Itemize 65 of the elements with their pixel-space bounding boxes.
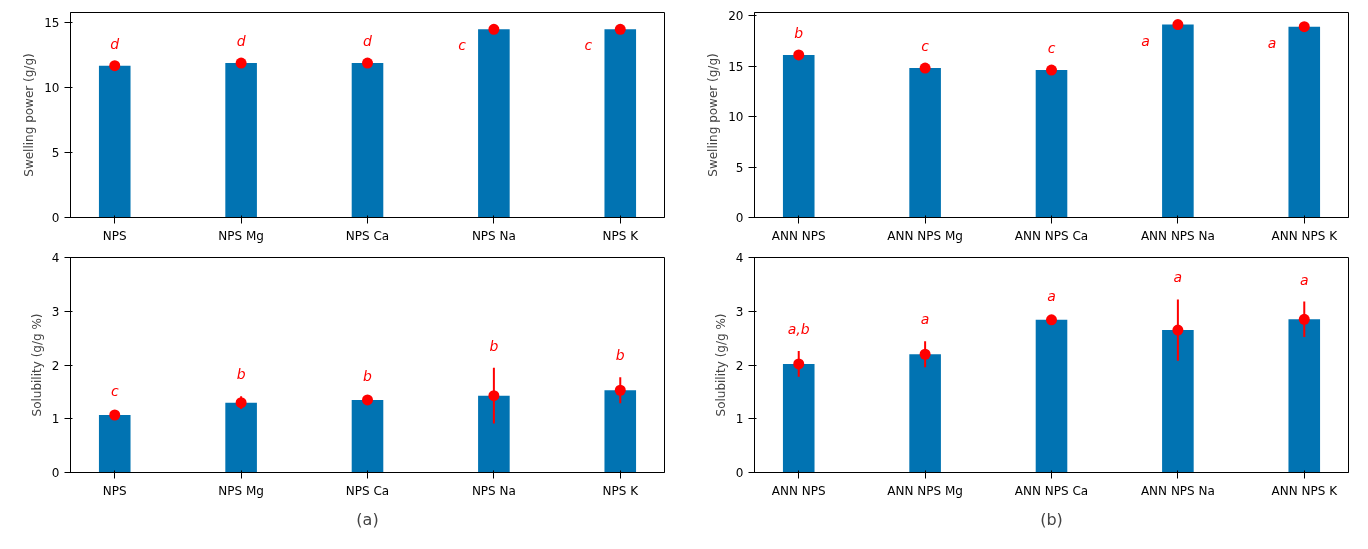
y-tick-label: 2 <box>51 358 60 373</box>
x-tick-label: ANN NPS <box>771 483 826 498</box>
x-tick-label: ANN NPS Mg <box>887 228 963 243</box>
x-tick-label: NPS Mg <box>218 228 264 243</box>
y-axis-title: Solubility (g/g %) <box>29 313 44 417</box>
x-tick-label: ANN NPS Ca <box>1014 483 1089 498</box>
annotation: b <box>489 337 499 354</box>
y-tick-label: 2 <box>735 358 744 373</box>
x-tick-label: NPS <box>102 228 127 243</box>
y-tick-label: 15 <box>728 59 744 74</box>
y-tick-label: 3 <box>735 304 744 319</box>
x-tick-label: NPS Ca <box>345 483 390 498</box>
annotation: b <box>236 366 246 383</box>
annotation: d <box>236 33 246 50</box>
y-axis-title: Swelling power (g/g) <box>706 53 721 177</box>
x-tick-label: ANN NPS K <box>1271 228 1339 243</box>
annotation: d <box>110 35 120 52</box>
y-tick-label: 0 <box>51 466 60 480</box>
x-tick-label: NPS Na <box>471 483 516 498</box>
x-tick-label: ANN NPS <box>771 228 826 243</box>
y-tick-label: 4 <box>51 251 60 265</box>
annotation: a <box>1173 269 1183 286</box>
x-tick-label: NPS K <box>602 228 640 243</box>
y-tick-label: 10 <box>728 110 744 125</box>
annotation: a <box>1267 34 1277 51</box>
x-tick-label: ANN NPS Na <box>1140 483 1215 498</box>
annotation: a <box>1141 32 1150 49</box>
y-tick-label: 4 <box>735 251 744 265</box>
text: (a) <box>356 509 379 529</box>
annotation: d <box>363 33 373 50</box>
y-axis-title: Solubility (g/g %) <box>713 313 728 417</box>
annotation: a <box>920 311 930 328</box>
x-tick-label: NPS Na <box>471 228 516 243</box>
annotation: b <box>615 347 625 364</box>
annotation: c <box>458 37 467 54</box>
annotation: a,b <box>787 321 810 338</box>
x-tick-label: ANN NPS K <box>1271 483 1339 498</box>
annotation: c <box>921 38 930 55</box>
y-axis-title: Swelling power (g/g) <box>22 53 37 177</box>
y-tick-label: 15 <box>44 16 60 31</box>
y-tick-label: 5 <box>735 160 744 175</box>
x-tick-label: NPS Mg <box>218 483 264 498</box>
y-tick-label: 0 <box>735 466 744 480</box>
x-tick-label: ANN NPS Mg <box>887 483 963 498</box>
x-tick-label: NPS K <box>602 483 640 498</box>
y-tick-label: 5 <box>51 146 60 161</box>
y-tick-label: 0 <box>51 211 60 225</box>
y-tick-label: 20 <box>728 9 744 24</box>
x-tick-label: NPS <box>102 483 127 498</box>
y-tick-label: 0 <box>735 211 744 225</box>
annotation: a <box>1047 288 1056 305</box>
annotation: c <box>110 383 119 400</box>
y-tick-label: 1 <box>735 412 744 427</box>
y-tick-label: 1 <box>51 412 60 427</box>
y-tick-label: 3 <box>51 304 60 319</box>
y-tick-label: 10 <box>44 81 60 96</box>
annotation: a <box>1299 271 1309 288</box>
x-tick-label: ANN NPS Ca <box>1014 228 1089 243</box>
x-tick-label: ANN NPS Na <box>1140 228 1215 243</box>
annotation: b <box>794 24 804 41</box>
text: (b) <box>1040 509 1063 529</box>
annotation: c <box>1047 40 1056 57</box>
annotation: b <box>363 368 373 385</box>
x-tick-label: NPS Ca <box>345 228 390 243</box>
annotation: c <box>584 37 593 54</box>
